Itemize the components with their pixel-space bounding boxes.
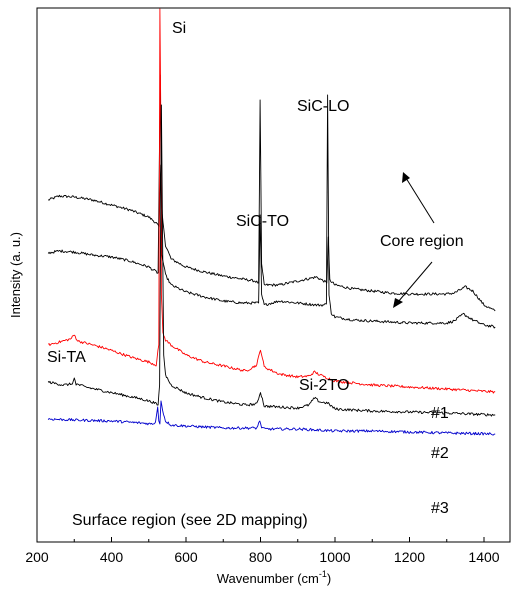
- x-tick-label: 800: [249, 549, 273, 565]
- y-axis-title: Intensity (a. u.): [8, 232, 23, 318]
- annotation-sic-lo: SiC-LO: [297, 98, 349, 115]
- annotation-surface-region: Surface region (see 2D mapping): [72, 512, 308, 529]
- x-axis-title-superscript: -1: [319, 569, 327, 579]
- annotation-core-region: Core region: [380, 233, 464, 250]
- spectrum-line-3: [47, 8, 496, 394]
- spectrum-line-2: [47, 74, 496, 329]
- x-axis: 200 400 600 800 1000 1200 1400: [25, 537, 500, 565]
- annotation-label-3: #3: [431, 500, 449, 517]
- x-axis-title-close: ): [327, 571, 331, 586]
- x-tick-label: 600: [174, 549, 198, 565]
- annotation-si-ta: Si-TA: [47, 349, 86, 366]
- plot-frame: [36, 7, 511, 543]
- x-axis-title: Wavenumber (cm-1): [217, 569, 331, 586]
- core-region-arrow-down: [397, 261, 433, 303]
- x-tick-label: 400: [100, 549, 124, 565]
- annotation-sic-to: SiC-TO: [236, 213, 289, 230]
- x-tick-label: 1400: [468, 549, 499, 565]
- spectrum-line-5: [47, 400, 496, 436]
- spectrum-line-1: [47, 99, 496, 312]
- core-region-arrow-up: [405, 177, 435, 224]
- spectrum-line-4: [47, 104, 496, 417]
- x-tick-label: 1000: [319, 549, 350, 565]
- annotation-label-2: #2: [431, 445, 449, 462]
- annotation-si: Si: [172, 20, 186, 37]
- series-layer: [47, 8, 496, 436]
- core-region-arrowhead-up: [402, 172, 410, 183]
- x-tick-label: 1200: [394, 549, 425, 565]
- core-region-arrowhead-down: [393, 298, 403, 308]
- x-axis-title-main: Wavenumber (cm: [217, 571, 319, 586]
- annotation-si-2to: Si-2TO: [299, 377, 349, 394]
- annotation-label-1: #1: [431, 405, 449, 422]
- x-tick-label: 200: [25, 549, 49, 565]
